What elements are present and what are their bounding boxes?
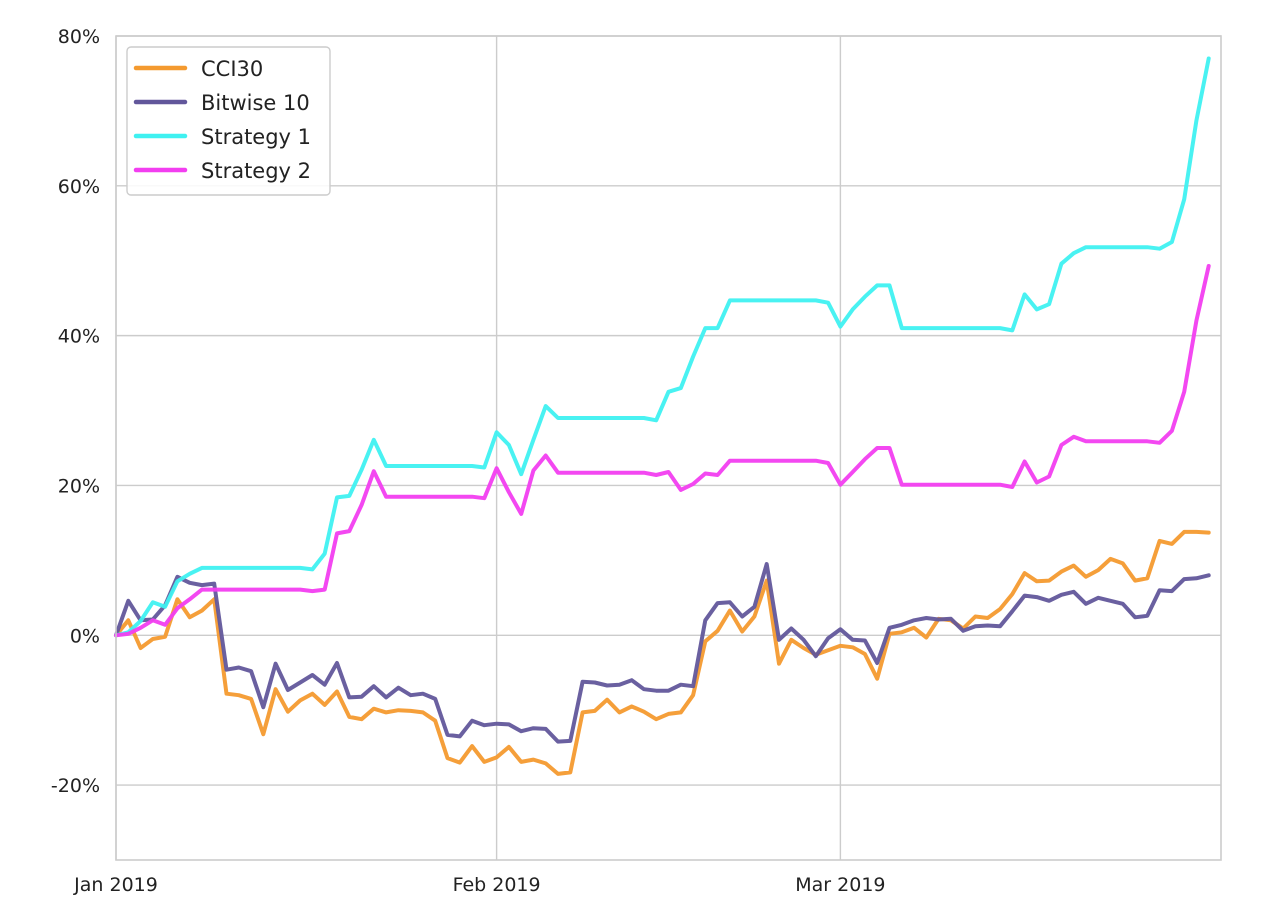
legend-box <box>126 46 331 196</box>
series-line-bitwise-10 <box>114 562 1211 744</box>
y-tick-label: -20% <box>51 775 100 797</box>
x-tick-label: Mar 2019 <box>795 874 885 896</box>
legend: CCI30 Bitwise 10 Strategy 1 Strategy 2 <box>126 46 331 196</box>
legend-label: CCI30 <box>201 57 263 81</box>
y-tick-label: 80% <box>58 26 100 48</box>
legend-label: Strategy 2 <box>201 159 311 183</box>
x-tick-label: Feb 2019 <box>453 874 541 896</box>
y-axis-ticks: 80% 60% 40% 20% 0% -20% <box>51 26 100 797</box>
legend-label: Strategy 1 <box>201 125 311 149</box>
series-lines <box>114 56 1211 776</box>
x-tick-label: Jan 2019 <box>73 874 158 896</box>
y-tick-label: 60% <box>58 176 100 198</box>
plot-frame <box>115 35 1222 861</box>
y-tick-label: 20% <box>58 475 100 497</box>
y-tick-label: 40% <box>58 326 100 348</box>
x-axis-ticks: Jan 2019 Feb 2019 Mar 2019 <box>73 874 885 896</box>
series-line-cci30 <box>114 529 1211 776</box>
legend-label: Bitwise 10 <box>201 91 310 115</box>
series-line-strategy-1 <box>114 56 1211 638</box>
series-line-strategy-2 <box>114 264 1211 638</box>
y-tick-label: 0% <box>70 625 100 647</box>
